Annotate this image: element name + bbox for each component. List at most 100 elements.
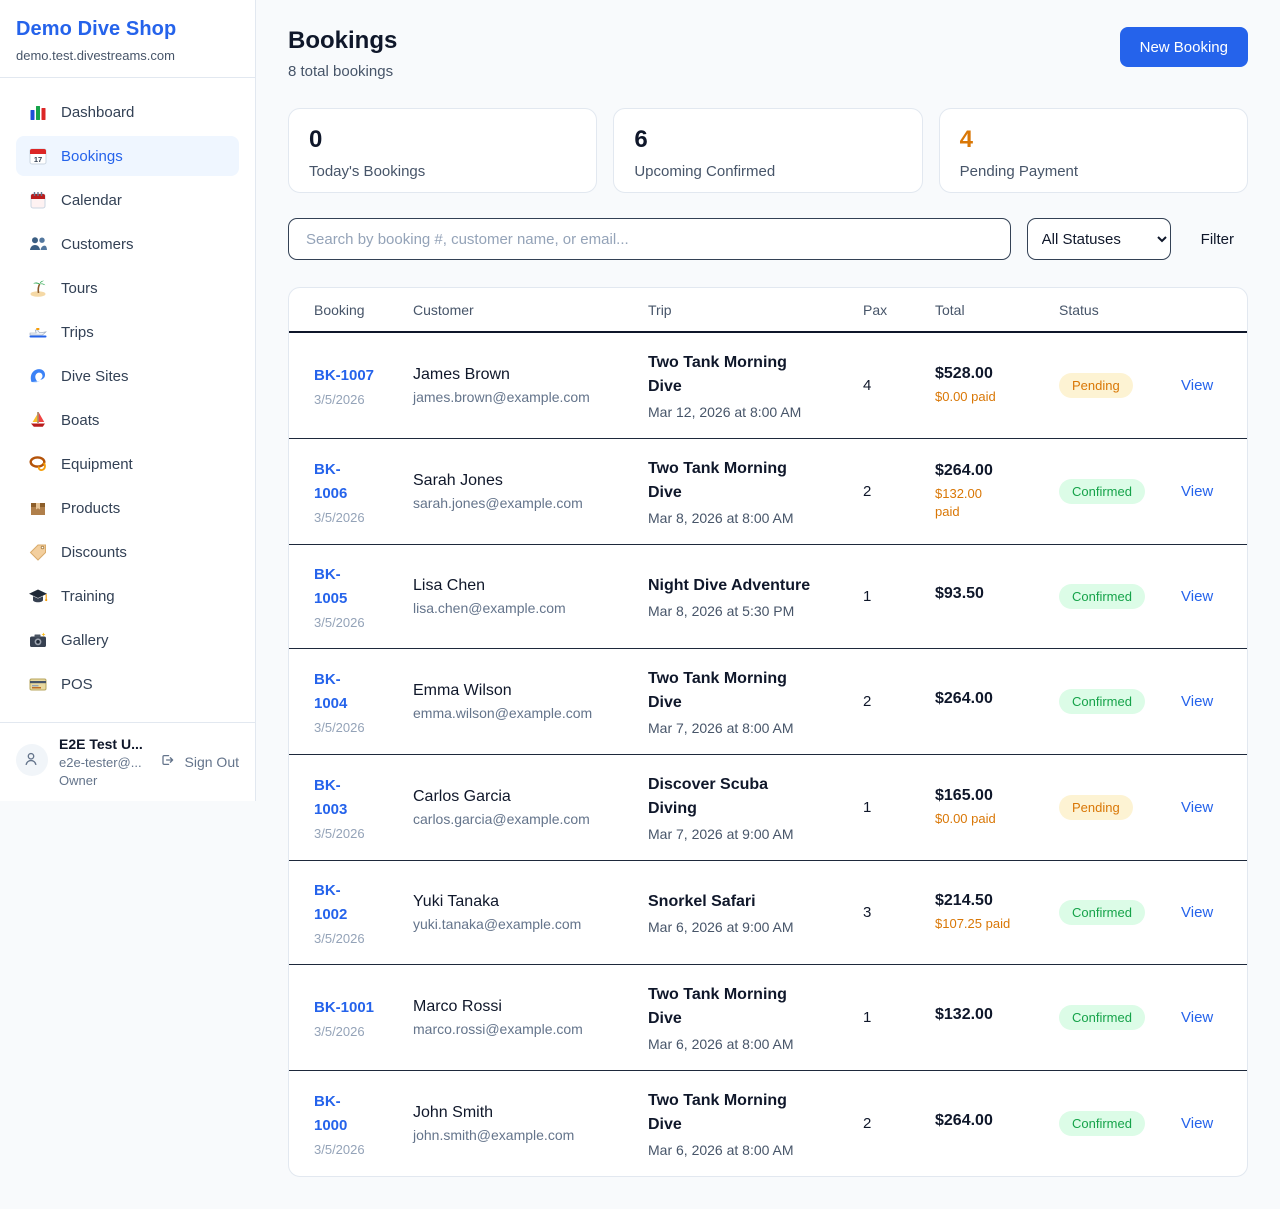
customer-name: Emma Wilson	[413, 682, 512, 699]
view-link[interactable]: View	[1181, 904, 1214, 921]
column-header-status: Status	[1047, 288, 1169, 333]
view-link[interactable]: View	[1181, 693, 1214, 710]
sidebar-item-products[interactable]: Products	[16, 488, 239, 528]
column-header-action	[1169, 288, 1247, 333]
palm-island-icon	[28, 278, 48, 298]
credit-card-icon	[28, 674, 48, 694]
booking-id-link[interactable]: BK-1001	[314, 999, 375, 1016]
trip-name: Two Tank Morning Dive	[648, 1092, 787, 1133]
sidebar-item-training[interactable]: Training	[16, 576, 239, 616]
pax-count: 4	[851, 332, 923, 439]
speedboat-icon	[28, 322, 48, 342]
trip-date: Mar 7, 2026 at 8:00 AM	[648, 720, 794, 736]
diving-mask-icon	[28, 454, 48, 474]
table-row: BK- 1002 3/5/2026 Yuki Tanaka yuki.tanak…	[289, 860, 1247, 965]
view-link[interactable]: View	[1181, 483, 1214, 500]
sidebar-item-customers[interactable]: Customers	[16, 224, 239, 264]
booking-date: 3/5/2026	[314, 392, 365, 407]
customer-name: John Smith	[413, 1104, 494, 1121]
sidebar-item-label: Boats	[61, 411, 100, 429]
status-badge: Confirmed	[1059, 1111, 1145, 1136]
sidebar-item-label: POS	[61, 675, 93, 693]
bookings-table: Booking Customer Trip Pax Total Status B…	[289, 288, 1247, 1176]
total-amount: $93.50	[935, 585, 984, 602]
pax-count: 3	[851, 860, 923, 965]
booking-id-link[interactable]: BK- 1002	[314, 882, 348, 923]
trip-name: Snorkel Safari	[648, 893, 756, 910]
calendar-icon	[28, 190, 48, 210]
customer-email: james.brown@example.com	[413, 389, 590, 405]
booking-id-link[interactable]: BK-1007	[314, 367, 375, 384]
booking-date: 3/5/2026	[314, 510, 365, 525]
brand-header: Demo Dive Shop demo.test.divestreams.com	[0, 0, 255, 78]
page-header: Bookings 8 total bookings New Booking	[288, 27, 1248, 80]
sidebar-item-discounts[interactable]: Discounts	[16, 532, 239, 572]
view-link[interactable]: View	[1181, 799, 1214, 816]
booking-date: 3/5/2026	[314, 931, 365, 946]
total-amount: $132.00	[935, 1006, 993, 1023]
booking-id-link[interactable]: BK- 1000	[314, 1093, 348, 1134]
users-icon	[28, 234, 48, 254]
svg-text:17: 17	[34, 155, 42, 164]
trip-name: Two Tank Morning Dive	[648, 986, 787, 1027]
view-link[interactable]: View	[1181, 377, 1214, 394]
view-link[interactable]: View	[1181, 1009, 1214, 1026]
sign-out-label: Sign Out	[184, 754, 239, 770]
user-section: E2E Test U... e2e-tester@... Owner Sign …	[0, 722, 255, 801]
bar-chart-icon	[28, 102, 48, 122]
table-row: BK- 1000 3/5/2026 John Smith john.smith@…	[289, 1071, 1247, 1177]
new-booking-button[interactable]: New Booking	[1119, 27, 1248, 67]
paid-amount: $0.00 paid	[935, 810, 996, 826]
trip-date: Mar 7, 2026 at 9:00 AM	[648, 826, 794, 842]
sidebar-item-calendar[interactable]: Calendar	[16, 180, 239, 220]
sidebar-item-dive-sites[interactable]: Dive Sites	[16, 356, 239, 396]
view-link[interactable]: View	[1181, 588, 1214, 605]
graduation-cap-icon	[28, 586, 48, 606]
booking-date: 3/5/2026	[314, 720, 365, 735]
paid-amount: $132.00 paid	[935, 485, 982, 519]
trip-date: Mar 8, 2026 at 5:30 PM	[648, 603, 795, 619]
status-badge: Pending	[1059, 795, 1133, 820]
view-link[interactable]: View	[1181, 1115, 1214, 1132]
status-filter-select[interactable]: All Statuses	[1026, 218, 1171, 260]
total-amount: $264.00	[935, 1112, 993, 1129]
table-row: BK- 1003 3/5/2026 Carlos Garcia carlos.g…	[289, 754, 1247, 861]
sidebar-item-bookings[interactable]: 17 Bookings	[16, 136, 239, 176]
booking-id-link[interactable]: BK- 1003	[314, 777, 348, 818]
booking-id-link[interactable]: BK- 1005	[314, 566, 348, 607]
sidebar-item-gallery[interactable]: Gallery	[16, 620, 239, 660]
booking-date: 3/5/2026	[314, 615, 365, 630]
status-badge: Confirmed	[1059, 584, 1145, 609]
sidebar-item-label: Gallery	[61, 631, 109, 649]
booking-date: 3/5/2026	[314, 1142, 365, 1157]
filter-button[interactable]: Filter	[1200, 230, 1234, 248]
customer-name: Yuki Tanaka	[413, 893, 499, 910]
booking-id-link[interactable]: BK- 1004	[314, 671, 348, 712]
sidebar-item-label: Equipment	[61, 455, 133, 473]
table-row: BK-1001 3/5/2026 Marco Rossi marco.rossi…	[289, 964, 1247, 1071]
sidebar-item-pos[interactable]: POS	[16, 664, 239, 704]
sidebar-item-label: Products	[61, 499, 121, 517]
trip-date: Mar 12, 2026 at 8:00 AM	[648, 404, 802, 420]
stat-label: Today's Bookings	[309, 163, 426, 180]
sidebar-item-tours[interactable]: Tours	[16, 268, 239, 308]
trip-name: Two Tank Morning Dive	[648, 460, 787, 501]
trip-date: Mar 8, 2026 at 8:00 AM	[648, 510, 794, 526]
sign-out-button[interactable]: Sign Out	[159, 752, 239, 772]
booking-id-link[interactable]: BK- 1006	[314, 461, 348, 502]
pax-count: 2	[851, 648, 923, 755]
sidebar-item-label: Dashboard	[61, 103, 135, 121]
sidebar-item-equipment[interactable]: Equipment	[16, 444, 239, 484]
sidebar-item-boats[interactable]: Boats	[16, 400, 239, 440]
sidebar-item-trips[interactable]: Trips	[16, 312, 239, 352]
main-content: Bookings 8 total bookings New Booking 0 …	[256, 0, 1280, 1209]
search-input[interactable]	[288, 218, 1011, 260]
stat-value: 4	[959, 126, 974, 153]
sidebar-item-dashboard[interactable]: Dashboard	[16, 92, 239, 132]
user-info: E2E Test U... e2e-tester@... Owner	[59, 736, 143, 788]
table-header-row: Booking Customer Trip Pax Total Status	[289, 288, 1247, 333]
stat-label: Upcoming Confirmed	[634, 163, 776, 180]
customer-email: marco.rossi@example.com	[413, 1021, 583, 1037]
stat-card-todays-bookings: 0 Today's Bookings	[288, 108, 598, 193]
